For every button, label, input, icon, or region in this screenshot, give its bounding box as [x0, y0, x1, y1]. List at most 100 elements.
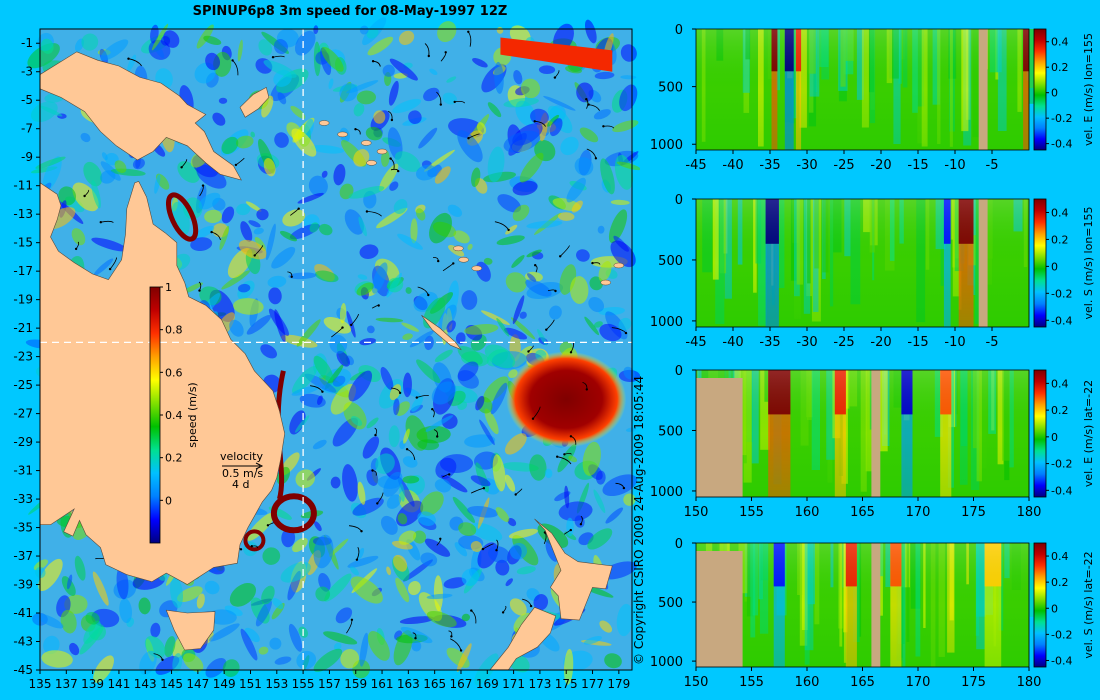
speed-patch: [273, 39, 288, 55]
x-tick-label: 159: [344, 677, 367, 691]
speed-patch: [74, 555, 86, 581]
section-x-tick-label: -20: [870, 158, 891, 173]
speed-patch: [164, 636, 176, 658]
speed-patch: [81, 33, 99, 51]
speed-patch: [526, 220, 563, 229]
velocity-vector: [534, 120, 546, 127]
velocity-vector: [482, 543, 494, 550]
speed-patch: [401, 322, 420, 332]
section-colorbar-tick-label: 0.2: [1051, 404, 1069, 417]
island: [458, 257, 469, 263]
velocity-vector: [416, 394, 429, 398]
velocity-vector-head: [354, 128, 357, 131]
north-island: [534, 518, 613, 621]
section-y-tick-label: 0: [675, 537, 683, 552]
speed-patch: [221, 136, 239, 155]
section-x-tick-label: -25: [833, 158, 854, 173]
speed-patch: [424, 538, 451, 557]
speed-patch: [359, 25, 369, 35]
section-land: [978, 199, 988, 327]
speed-patch: [457, 361, 479, 382]
section-panel-4: 150 155 160 165 170 175 180 0 500 1000 0.4 0.2 0 -0.2…: [650, 537, 1095, 690]
island: [453, 245, 464, 252]
velocity-vector-head: [579, 523, 583, 526]
speed-patch: [411, 395, 424, 412]
speed-patch: [309, 222, 319, 233]
velocity-vector-head: [482, 487, 486, 490]
velocity-vector-head: [594, 157, 598, 160]
speed-patch: [516, 566, 536, 575]
island: [613, 262, 625, 269]
colorbar-tick-label: 0.8: [165, 324, 183, 337]
speed-patch: [295, 415, 310, 433]
speed-patch: [170, 577, 184, 609]
section-colorbar: [1033, 28, 1047, 151]
speed-patch: [512, 180, 538, 196]
speed-patch: [248, 220, 261, 228]
section-colorbar-tick-label: 0.4: [1051, 206, 1069, 219]
section-colorbar-tick-label: 0: [1051, 602, 1058, 615]
speed-patch: [262, 547, 281, 565]
colorbar-tick-label: 1: [165, 281, 172, 294]
speed-patch: [36, 613, 64, 629]
section-x-tick-label: -30: [796, 158, 817, 173]
section-x-tick-label: 175: [961, 675, 986, 690]
speed-patch: [495, 507, 510, 522]
speed-patch: [594, 71, 615, 80]
speed-patch: [292, 365, 317, 394]
speed-patch: [403, 428, 410, 444]
speed-patch: [224, 605, 243, 617]
section-y-tick-label: 1000: [650, 485, 683, 500]
speed-map: 135 137 139 141 143 145 147 149 151 153 155 157 159 1…: [13, 17, 640, 691]
section-colorbar-tick-label: 0.4: [1051, 550, 1069, 563]
speed-patch: [190, 237, 213, 251]
velocity-vector-head: [467, 137, 470, 140]
section-panels: -45 -40 -35 -30 -25 -20 -15 -10 -5 0 500 1000 0.4 0.2…: [650, 23, 1095, 690]
speed-patch: [344, 209, 364, 235]
speed-patch: [513, 70, 523, 85]
speed-patch: [375, 453, 395, 474]
speed-patch: [282, 209, 306, 227]
speed-patch: [160, 35, 171, 46]
speed-patch: [625, 427, 637, 432]
velocity-vector-head: [377, 304, 380, 307]
speed-patch: [288, 623, 303, 652]
section-land: [978, 29, 988, 150]
speed-patch: [415, 164, 437, 181]
velocity-vector-head: [376, 502, 379, 505]
velocity-vector: [406, 448, 416, 461]
section-depth-shade: [696, 29, 1029, 150]
speed-patch: [512, 204, 530, 222]
velocity-vector-head: [559, 255, 562, 258]
speed-patch: [356, 90, 377, 105]
x-tick-label: 163: [397, 677, 420, 691]
speed-patch: [411, 640, 422, 652]
y-tick-label: -45: [13, 663, 33, 677]
speed-patch: [289, 410, 306, 435]
section-colorbar-tick-label: -0.2: [1051, 628, 1072, 641]
speed-patch: [526, 249, 542, 258]
velocity-vector: [366, 211, 382, 217]
speed-patch: [593, 321, 603, 328]
y-axis-ticks: -1 -3 -5 -7 -9 -11 -13 -15 -17 -19 -21 -23 -25 -27 -29…: [13, 36, 40, 677]
velocity-vector-head: [585, 388, 588, 391]
velocity-vector-head: [481, 547, 485, 551]
velocity-key: velocity 0.5 m/s4 d: [220, 450, 263, 491]
speed-patch: [205, 657, 227, 678]
velocity-vector: [211, 231, 221, 241]
speed-patch: [386, 566, 392, 576]
speed-colorbar: 1 0.8 0.6 0.4 0.2 0 speed (m/s): [149, 281, 199, 544]
speed-patch: [604, 653, 622, 669]
velocity-vector-head: [439, 103, 442, 106]
y-tick-label: -5: [21, 93, 33, 107]
velocity-vector-head: [271, 56, 275, 59]
speed-patch: [435, 457, 457, 479]
speed-patch: [324, 573, 352, 602]
section-colorbar-tick-label: -0.4: [1051, 138, 1072, 151]
speed-patch: [415, 208, 426, 221]
speed-patch: [472, 57, 488, 68]
speed-patch: [402, 475, 420, 484]
speed-patch: [276, 68, 309, 94]
speed-patch: [544, 468, 553, 479]
section-colorbar-tick-label: 0: [1051, 260, 1058, 273]
